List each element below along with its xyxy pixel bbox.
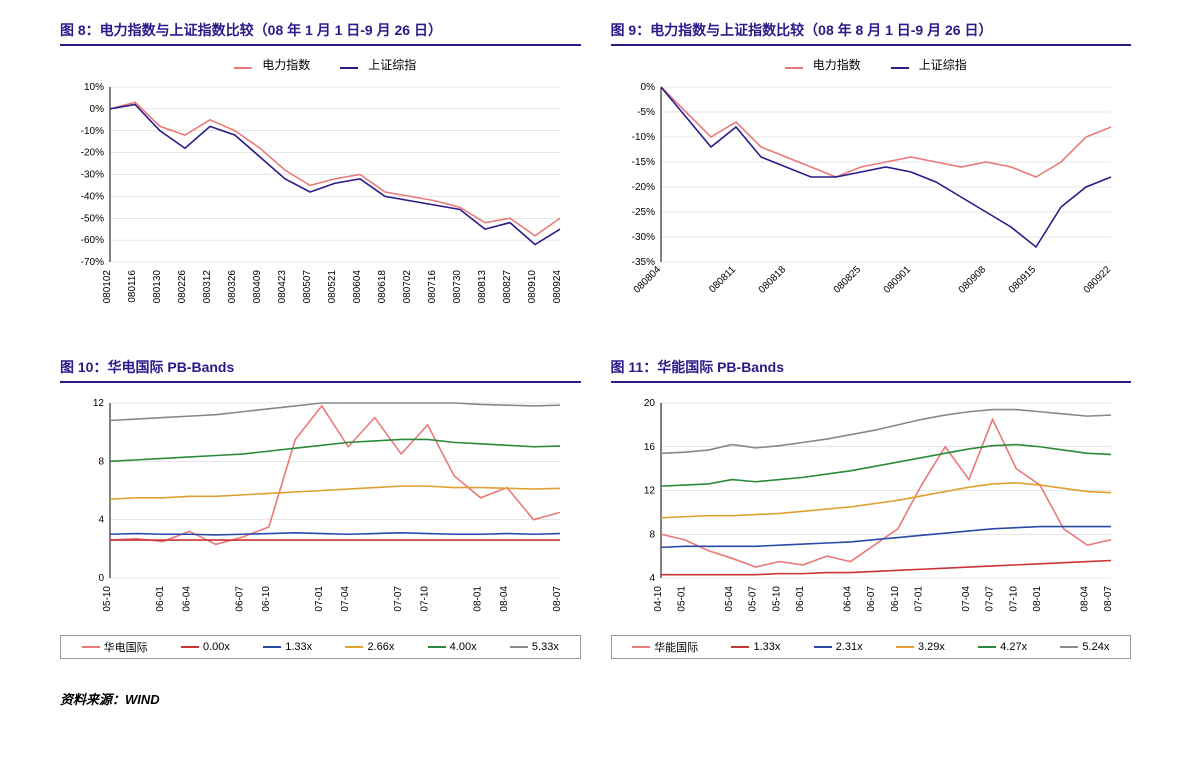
chart-10-block: 图 10：华电国际 PB-Bands 0481205-1006-0106-040…: [60, 357, 581, 659]
svg-text:080730: 080730: [452, 270, 463, 304]
svg-text:-10%: -10%: [81, 126, 104, 137]
svg-text:-40%: -40%: [81, 191, 104, 202]
svg-text:080102: 080102: [102, 270, 113, 304]
svg-text:-50%: -50%: [81, 213, 104, 224]
svg-text:080908: 080908: [956, 264, 988, 296]
svg-text:080813: 080813: [477, 270, 488, 304]
svg-text:080825: 080825: [831, 264, 863, 296]
svg-text:080818: 080818: [756, 264, 788, 296]
svg-text:080130: 080130: [152, 270, 163, 304]
svg-text:07-07: 07-07: [984, 586, 995, 612]
svg-text:4: 4: [649, 573, 655, 584]
svg-text:080811: 080811: [707, 264, 738, 295]
svg-text:12: 12: [643, 486, 655, 497]
svg-text:080423: 080423: [277, 270, 288, 304]
chart-11-block: 图 11：华能国际 PB-Bands 4 8 12 16 20 04-10 05-01 05-…: [611, 357, 1132, 659]
svg-text:07-01: 07-01: [314, 586, 325, 612]
chart-9-title: 图 9：电力指数与上证指数比较（08 年 8 月 1 日-9 月 26 日）: [611, 20, 1132, 46]
svg-text:080409: 080409: [252, 270, 263, 304]
svg-text:08-01: 08-01: [473, 586, 484, 612]
svg-text:20: 20: [643, 398, 655, 409]
svg-text:-15%: -15%: [631, 157, 654, 168]
svg-text:080326: 080326: [227, 270, 238, 304]
svg-text:05-01: 05-01: [676, 586, 687, 612]
svg-text:4: 4: [98, 515, 104, 526]
svg-text:07-10: 07-10: [420, 586, 431, 612]
svg-text:-30%: -30%: [631, 232, 654, 243]
chart-8-block: 图 8：电力指数与上证指数比较（08 年 1 月 1 日-9 月 26 日） 电…: [60, 20, 581, 317]
svg-text:080507: 080507: [302, 270, 313, 304]
svg-text:05-04: 05-04: [724, 586, 735, 612]
svg-text:05-10: 05-10: [102, 586, 113, 612]
svg-text:-20%: -20%: [81, 148, 104, 159]
svg-text:-70%: -70%: [81, 257, 104, 268]
svg-text:8: 8: [649, 529, 655, 540]
source-footer: 资料来源：WIND: [60, 689, 1131, 708]
svg-text:080226: 080226: [177, 270, 188, 304]
svg-text:06-04: 06-04: [842, 586, 853, 612]
svg-text:06-10: 06-10: [889, 586, 900, 612]
svg-text:07-01: 07-01: [913, 586, 924, 612]
svg-text:12: 12: [93, 398, 105, 409]
svg-text:8: 8: [98, 456, 104, 467]
svg-text:06-04: 06-04: [181, 586, 192, 612]
svg-text:05-07: 05-07: [747, 586, 758, 612]
chart-8-title: 图 8：电力指数与上证指数比较（08 年 1 月 1 日-9 月 26 日）: [60, 20, 581, 46]
chart-9-block: 图 9：电力指数与上证指数比较（08 年 8 月 1 日-9 月 26 日） 电…: [611, 20, 1132, 317]
svg-text:080827: 080827: [502, 270, 513, 304]
svg-text:080702: 080702: [402, 270, 413, 304]
svg-text:080618: 080618: [377, 270, 388, 304]
svg-text:08-01: 08-01: [1031, 586, 1042, 612]
svg-text:080116: 080116: [127, 270, 138, 303]
svg-text:080521: 080521: [327, 270, 338, 304]
svg-text:-35%: -35%: [631, 257, 654, 268]
svg-text:07-10: 07-10: [1008, 586, 1019, 612]
svg-text:0%: 0%: [90, 104, 105, 115]
svg-text:08-04: 08-04: [1079, 586, 1090, 612]
svg-text:080901: 080901: [881, 264, 913, 296]
svg-text:05-10: 05-10: [771, 586, 782, 612]
svg-text:-60%: -60%: [81, 235, 104, 246]
svg-text:080312: 080312: [202, 270, 213, 304]
chart-grid: 图 8：电力指数与上证指数比较（08 年 1 月 1 日-9 月 26 日） 电…: [60, 20, 1131, 659]
svg-text:080910: 080910: [527, 270, 538, 304]
svg-text:080924: 080924: [552, 270, 563, 304]
svg-text:16: 16: [643, 442, 655, 453]
svg-text:080604: 080604: [352, 270, 363, 304]
svg-text:-10%: -10%: [631, 132, 654, 143]
svg-text:-5%: -5%: [637, 107, 655, 118]
svg-text:07-04: 07-04: [340, 586, 351, 612]
chart-9-svg: -35% -30% -25% -20% -15% -10% -5% 0% 080804 08081…: [611, 77, 1121, 317]
svg-text:0%: 0%: [640, 82, 655, 93]
svg-text:06-10: 06-10: [261, 586, 272, 612]
chart-11-title: 图 11：华能国际 PB-Bands: [611, 357, 1132, 383]
svg-text:06-01: 06-01: [795, 586, 806, 612]
chart-8-svg: -70% -60% -50% -40% -30% -20% -10% 0% 10% 080102 0…: [60, 77, 570, 317]
svg-text:08-07: 08-07: [552, 586, 563, 612]
chart-10-legend-box: 华电国际0.00x1.33x2.66x4.00x5.33x: [60, 635, 581, 659]
chart-8-legend: 电力指数上证综指: [60, 56, 581, 73]
svg-text:04-10: 04-10: [653, 586, 664, 612]
svg-text:08-07: 08-07: [1103, 586, 1114, 612]
chart-11-legend-box: 华能国际1.33x2.31x3.29x4.27x5.24x: [611, 635, 1132, 659]
chart-10-svg: 0 4 8 12 05-10 06-01 06-04 06-07 06-10 07-01 07-04…: [60, 393, 570, 633]
chart-9-legend: 电力指数上证综指: [611, 56, 1132, 73]
svg-text:06-01: 06-01: [155, 586, 166, 612]
svg-text:07-07: 07-07: [393, 586, 404, 612]
svg-text:07-04: 07-04: [960, 586, 971, 612]
svg-text:080915: 080915: [1006, 264, 1038, 296]
svg-text:08-04: 08-04: [499, 586, 510, 612]
svg-text:-30%: -30%: [81, 170, 104, 181]
svg-text:06-07: 06-07: [866, 586, 877, 612]
chart-10-title: 图 10：华电国际 PB-Bands: [60, 357, 581, 383]
svg-text:06-07: 06-07: [234, 586, 245, 612]
svg-text:080716: 080716: [427, 270, 438, 304]
svg-text:-20%: -20%: [631, 182, 654, 193]
chart-11-svg: 4 8 12 16 20 04-10 05-01 05-04 05-07 05-10 06-01 06…: [611, 393, 1121, 633]
svg-text:0: 0: [98, 573, 104, 584]
svg-text:080804: 080804: [631, 264, 663, 296]
svg-text:10%: 10%: [84, 82, 104, 93]
svg-text:080922: 080922: [1081, 264, 1113, 296]
svg-text:-25%: -25%: [631, 207, 654, 218]
